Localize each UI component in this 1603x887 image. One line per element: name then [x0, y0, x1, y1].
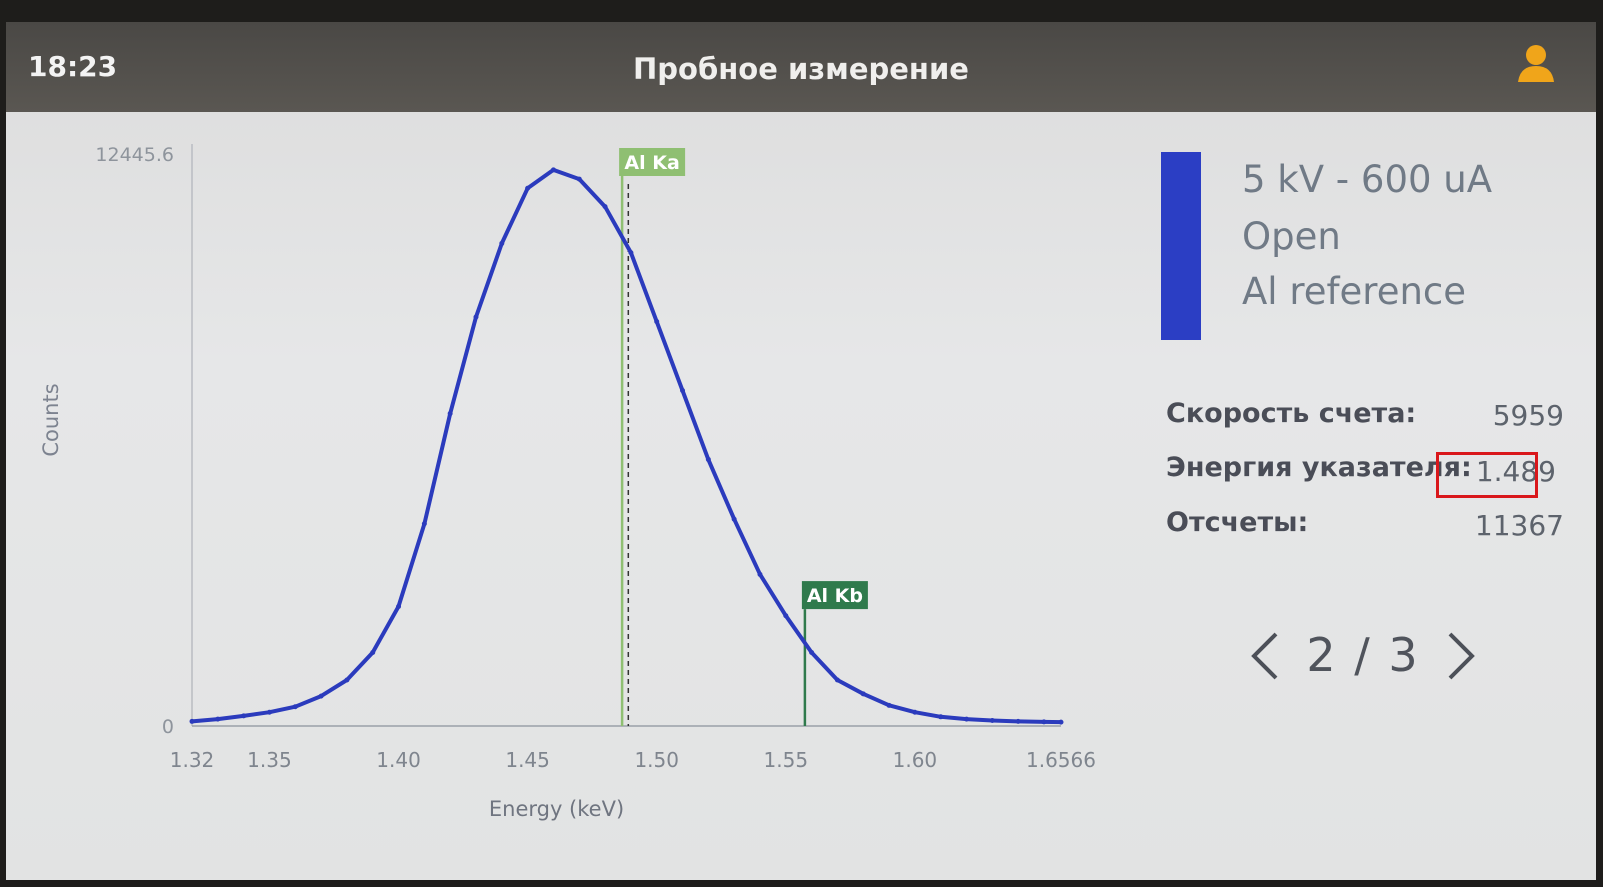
- spectrum-point: [447, 410, 453, 416]
- chevron-left-icon[interactable]: [1246, 628, 1286, 684]
- spectrum-point: [731, 516, 737, 522]
- spectrum-point: [421, 521, 427, 527]
- x-axis-title: Energy (keV): [489, 797, 624, 821]
- spectrum-chart[interactable]: 0 12445.6 1.32 1.35 1.40 1.45 1.50 1.55 1.60 1.65…: [6, 112, 1116, 880]
- user-icon[interactable]: [1516, 44, 1556, 84]
- counts-value: 11367: [1474, 509, 1564, 542]
- spectrum-point: [550, 167, 556, 173]
- x-tick-label: 1.35: [247, 748, 292, 772]
- info-sample: Al reference: [1242, 270, 1467, 313]
- spectrum-point: [396, 604, 402, 610]
- spectrum-point: [757, 571, 763, 577]
- spectrum-point: [1058, 719, 1064, 725]
- spectrum-point: [370, 649, 376, 655]
- x-tick-label: 1.55: [764, 748, 809, 772]
- x-tick-label: 1.45: [505, 748, 550, 772]
- top-bar: 18:23 Пробное измерение: [6, 22, 1596, 112]
- spectrum-point: [344, 677, 350, 683]
- spectrum-point: [809, 649, 815, 655]
- spectrum-point: [654, 319, 660, 325]
- marker-flag[interactable]: [801, 581, 868, 610]
- spectrum-point: [938, 714, 944, 720]
- spectrum-point: [318, 693, 324, 699]
- spectrum-series-line[interactable]: [191, 167, 1062, 725]
- spectrum-point: [241, 713, 247, 719]
- marker-flag[interactable]: [619, 148, 686, 176]
- spectrum-point: [834, 677, 840, 683]
- x-tick-label: 1.50: [634, 748, 679, 772]
- x-tick-label: 1.32: [170, 748, 215, 772]
- y-tick-label: 12445.6: [95, 144, 174, 166]
- info-voltage-current: 5 kV - 600 uA: [1242, 158, 1493, 201]
- spectrum-point: [266, 709, 272, 715]
- count-rate-value: 5959: [1492, 399, 1564, 432]
- x-tick-label: 1.40: [376, 748, 421, 772]
- count-rate-label: Скорость счета:: [1166, 398, 1417, 429]
- spectrum-point: [602, 204, 608, 210]
- x-tick-label: 1.60: [893, 748, 938, 772]
- clock: 18:23: [28, 50, 118, 83]
- cursor-energy-label: Энергия указателя:: [1166, 452, 1472, 483]
- device-screen: 18:23 Пробное измерение 0 12445.6 1.32 1.35…: [6, 22, 1596, 880]
- spectrum-point: [989, 717, 995, 723]
- spectrum-point: [1015, 718, 1021, 724]
- counts-label: Отсчеты:: [1166, 507, 1309, 538]
- spectrum-point: [215, 716, 221, 722]
- marker-label: Al Kb: [807, 585, 863, 607]
- spectrum-point: [680, 387, 686, 393]
- spectrum-point: [860, 691, 866, 697]
- spectrum-point: [525, 185, 531, 191]
- page-indicator: 2 / 3: [1306, 628, 1420, 682]
- spectrum-point: [576, 176, 582, 182]
- info-filter: Open: [1242, 215, 1341, 258]
- spectrum-point: [1041, 719, 1047, 725]
- spectrum-point: [886, 702, 892, 708]
- spectrum-point: [473, 314, 479, 320]
- highlight-box: [1436, 452, 1538, 498]
- spectrum-point: [189, 718, 195, 724]
- spectrum-point: [499, 240, 505, 246]
- y-axis-title: Counts: [39, 383, 63, 456]
- spectrum-point: [783, 613, 789, 619]
- cursor-energy-value: 1.489: [1475, 455, 1556, 488]
- series-color-bar: [1161, 152, 1201, 340]
- spectrum-point: [912, 709, 918, 715]
- pager: 2 / 3: [1246, 622, 1476, 692]
- spectrum-point: [292, 704, 298, 710]
- x-tick-label: 1.6566: [1026, 748, 1096, 772]
- marker-label: Al Ka: [624, 152, 679, 174]
- spectrum-point: [964, 716, 970, 722]
- chevron-right-icon[interactable]: [1440, 628, 1480, 684]
- y-tick-label: 0: [162, 716, 174, 738]
- spectrum-point: [705, 456, 711, 462]
- spectrum-point: [628, 250, 634, 256]
- page-title: Пробное измерение: [633, 52, 969, 86]
